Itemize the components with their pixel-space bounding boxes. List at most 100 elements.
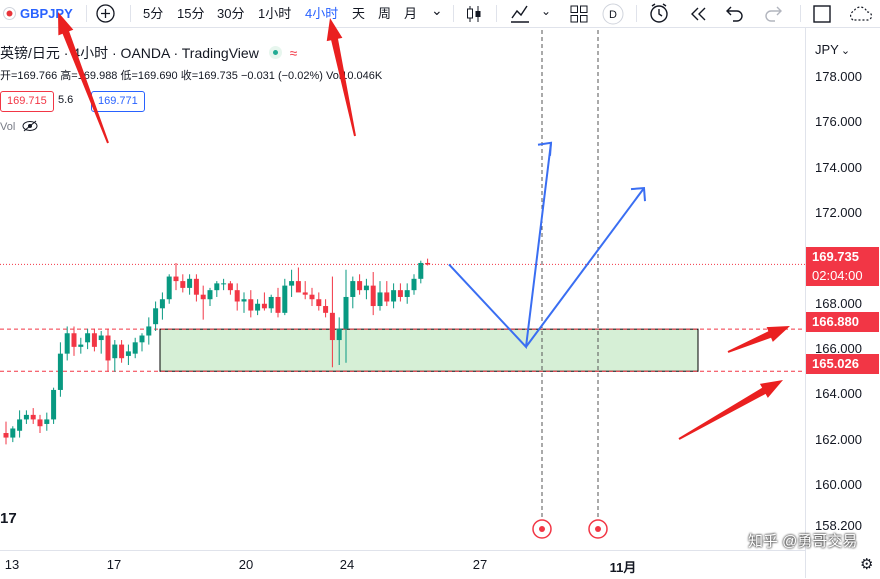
redo-icon[interactable] [764,5,782,22]
projection-arrowhead-a [537,141,553,156]
time-tick-label: 11月 [609,560,637,575]
interval-5m[interactable]: 5分 [143,6,164,21]
chart-canvas[interactable] [0,28,805,550]
projection-path-b [525,187,645,348]
candle-body [336,328,342,341]
candle-body [295,281,301,293]
time-tick-label: 13 [4,557,20,572]
indicators-chevron-icon[interactable]: ⌄ [541,4,552,18]
candle-body [187,278,193,288]
candle-body [214,283,220,291]
candle-body [397,290,403,297]
interval-15m[interactable]: 15分 [177,6,205,21]
candle-body [173,276,179,282]
legend-title-row: 英镑/日元 · 4小时 · OANDA · TradingView ≈ [0,43,297,63]
candle-body [418,262,424,279]
candle-body [112,344,118,359]
alert-clock-icon[interactable] [649,3,671,24]
candle-body [139,335,145,343]
legend-ohlc: 开=169.766 高=169.988 低=169.690 收=169.735 … [0,70,383,82]
candle-body [289,281,295,286]
compare-plus-icon[interactable] [96,4,115,23]
projection-arrowhead-b [630,187,646,202]
candle-body [316,299,322,307]
price-tick-label: 162.000 [815,431,862,447]
fullscreen-box-icon[interactable] [813,5,831,23]
candle-body [234,290,240,302]
candle-body [309,294,315,300]
candle-body [248,299,254,311]
candle-body [125,351,131,356]
candle-body [391,290,397,302]
interval-month[interactable]: 月 [404,6,418,21]
candle-body [132,342,138,354]
candle-body [227,283,233,291]
last-price-tag: 169.735 [806,247,879,267]
symbol-search[interactable]: GBPJPY [20,6,73,21]
candle-body [377,292,383,307]
chart-pane[interactable] [0,28,805,550]
time-tick-label: 20 [238,557,254,572]
tradingview-logo[interactable]: 17 [0,510,17,527]
interval-4h[interactable]: 4小时 [305,6,339,21]
event-marker-dot [595,526,601,532]
price-tick-label: 168.000 [815,295,862,311]
spread-value: 5.6 [58,94,74,106]
candle-body [350,281,356,297]
candle-body [98,335,104,341]
candle-body [261,303,267,309]
hide-eye-icon[interactable] [22,120,38,132]
replay-badge-icon[interactable]: D [602,3,624,25]
candle-body [384,292,390,302]
candle-body [275,296,281,313]
bar-countdown-tag: 02:04:00 [806,266,879,286]
interval-chevron-icon[interactable]: ⌄ [431,2,443,18]
candle-body [323,306,329,313]
candle-body [255,303,261,311]
candle-body [370,285,376,307]
candle-body [64,333,70,354]
candle-body [329,312,335,341]
price-tick-label: 172.000 [815,205,862,221]
candle-body [159,299,165,309]
candle-body [105,335,111,361]
volume-legend: Vol [0,120,38,133]
market-open-icon [268,46,282,59]
candle-body [85,333,91,343]
candle-body [153,308,159,325]
undo-icon[interactable] [726,5,744,22]
candle-body [193,278,199,295]
candles-type-icon[interactable] [465,5,483,23]
candle-body [91,333,97,347]
candle-body [221,283,227,285]
interval-week[interactable]: 周 [378,6,392,21]
candle-body [200,294,206,300]
time-axis[interactable]: 13 17 20 24 27 11月 [0,550,805,579]
interval-1h[interactable]: 1小时 [258,6,292,21]
candle-body [119,344,125,359]
candle-body [57,353,63,390]
top-toolbar: GBPJPY 5分 15分 30分 1小时 4小时 天 周 月 ⌄ ⌄ D [0,0,880,28]
candle-body [357,281,363,291]
sell-price-box[interactable]: 169.715 [0,91,54,112]
currency-selector[interactable]: JPY ⌄ [815,42,851,57]
price-axis[interactable]: JPY ⌄ 158.200 160.000 162.000 164.000 166.000… [805,28,880,578]
settings-gear-icon[interactable]: ⚙ [860,556,874,573]
upper-level-tag: 166.880 [806,312,879,332]
replay-rewind-icon[interactable] [690,6,708,22]
interval-30m[interactable]: 30分 [217,6,245,21]
candle-body [3,433,9,438]
price-tick-label: 160.000 [815,477,862,493]
price-tick-label: 178.000 [815,69,862,84]
candle-body [343,296,349,329]
candle-body [363,285,369,291]
candle-body [146,326,152,336]
candle-body [282,285,288,313]
cloud-save-icon[interactable] [846,6,876,22]
candle-body [23,414,29,420]
indicators-icon[interactable] [510,4,530,23]
buy-price-box[interactable]: 169.771 [91,91,145,112]
layout-grid-icon[interactable] [570,5,588,23]
support-zone-rect [159,328,699,372]
interval-day[interactable]: 天 [352,6,366,21]
